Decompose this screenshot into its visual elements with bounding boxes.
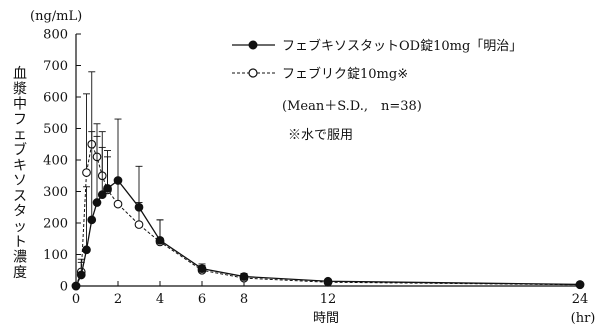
y-tick-label: 100 bbox=[43, 248, 68, 263]
y-tick-label: 200 bbox=[43, 217, 68, 232]
legend-label-febuxostat: フェブリク錠10mg※ bbox=[282, 66, 408, 82]
series-od-tablet bbox=[71, 118, 585, 291]
legend: フェブキソスタットOD錠10mg「明治」 フェブリク錠10mg※ (Mean＋S… bbox=[232, 38, 522, 143]
series-line bbox=[75, 142, 581, 287]
data-point bbox=[103, 184, 112, 193]
y-axis-unit: (ng/mL) bbox=[30, 9, 82, 24]
data-point bbox=[87, 215, 97, 225]
data-point bbox=[197, 264, 207, 274]
data-point bbox=[71, 281, 81, 291]
y-tick-label: 300 bbox=[43, 185, 68, 200]
legend-note-water: ※水で服用 bbox=[288, 128, 353, 143]
y-axis-label: 血漿中フェブキソスタット濃度 bbox=[13, 66, 27, 281]
data-point bbox=[82, 245, 91, 255]
y-axis-ticks: 0 100 200 300 400 500 600 700 800 bbox=[43, 28, 81, 295]
x-axis-label: 時間 bbox=[313, 311, 339, 324]
y-tick-label: 600 bbox=[43, 91, 68, 106]
x-tick-label: 24 bbox=[572, 292, 589, 307]
data-point bbox=[113, 199, 123, 209]
data-point bbox=[97, 190, 107, 199]
data-point bbox=[155, 235, 165, 245]
x-tick-label: 2 bbox=[114, 292, 122, 307]
y-tick-label: 700 bbox=[43, 59, 68, 74]
x-axis-unit: (hr) bbox=[571, 311, 596, 324]
x-tick-label: 0 bbox=[72, 292, 80, 307]
y-tick-label: 800 bbox=[43, 28, 68, 43]
data-point bbox=[92, 198, 102, 207]
series-layer bbox=[71, 71, 585, 291]
x-tick-label: 4 bbox=[156, 292, 164, 307]
data-point bbox=[76, 270, 86, 280]
legend-label-od: フェブキソスタットOD錠10mg「明治」 bbox=[282, 38, 522, 54]
data-point bbox=[575, 280, 585, 289]
legend-marker-febuxostat bbox=[248, 68, 258, 78]
x-tick-label: 8 bbox=[240, 292, 248, 307]
legend-marker-od bbox=[248, 40, 258, 50]
x-tick-label: 6 bbox=[198, 292, 206, 307]
y-tick-label: 0 bbox=[60, 280, 68, 295]
data-point bbox=[134, 220, 144, 229]
data-point bbox=[239, 272, 249, 281]
data-point bbox=[134, 202, 144, 212]
x-axis-ticks: 0 2 4 6 8 12 24 bbox=[72, 281, 588, 307]
x-tick-label: 12 bbox=[320, 292, 337, 307]
data-point bbox=[323, 276, 333, 286]
data-point bbox=[82, 168, 91, 177]
legend-note-stats: (Mean＋S.D., n=38) bbox=[282, 99, 422, 114]
y-tick-label: 400 bbox=[43, 154, 68, 169]
y-tick-label: 500 bbox=[43, 122, 68, 137]
series-line bbox=[75, 179, 581, 287]
data-point bbox=[113, 176, 123, 185]
